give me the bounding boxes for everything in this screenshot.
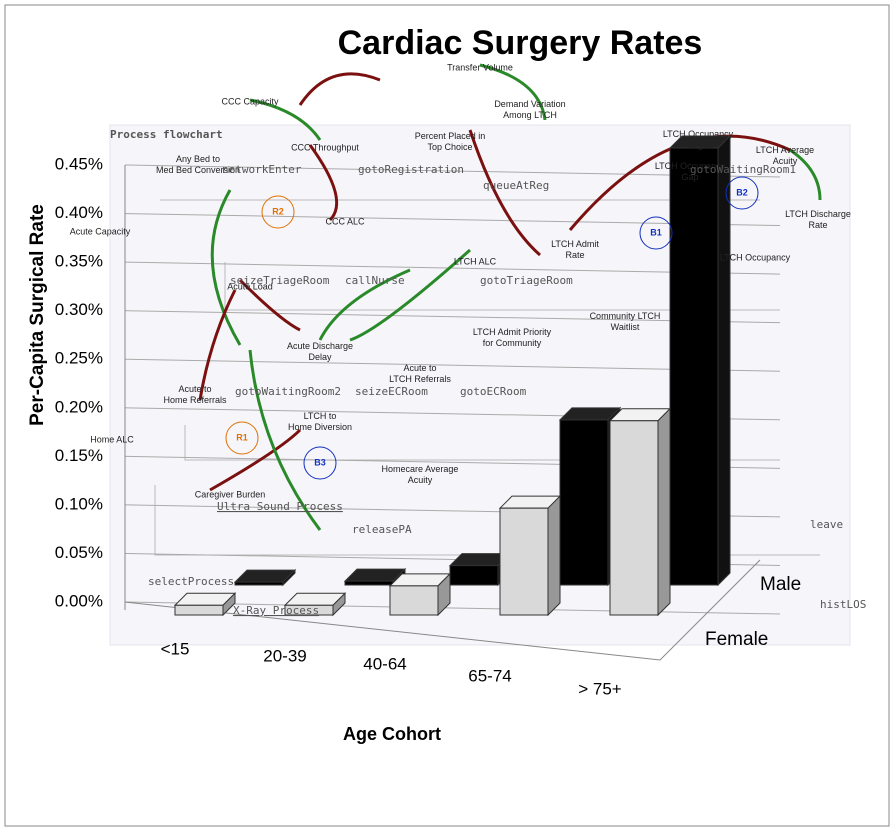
diagram-label-line: Percent Placed in	[415, 131, 486, 141]
x-tick-label: 40-64	[363, 654, 406, 673]
loop-label: B3	[314, 457, 326, 467]
y-tick-label: 0.25%	[55, 349, 103, 368]
legend-label: Male	[760, 574, 801, 595]
bar-front	[345, 581, 393, 585]
loop-label: R1	[236, 432, 248, 442]
diagram-label-line: LTCH to	[304, 411, 337, 421]
bar	[175, 593, 235, 615]
diagram-label-line: LTCH Admit	[551, 239, 599, 249]
flowchart-label: releasePA	[352, 523, 412, 536]
bar-side	[548, 496, 560, 615]
x-tick-label: 65-74	[468, 666, 511, 685]
bar-side	[658, 409, 670, 615]
diagram-label-line: Delay	[308, 352, 332, 362]
diagram-label-line: Acuity	[408, 475, 433, 485]
flowchart-label: selectProcess	[148, 575, 234, 588]
diagram-label: CCC ALC	[325, 216, 365, 226]
diagram-label-line: Top Choice	[427, 142, 472, 152]
flowchart-label: gotoWaitingRoom2	[235, 385, 341, 398]
flowchart-label: networkEnter	[222, 163, 302, 176]
y-tick-label: 0.20%	[55, 397, 103, 416]
bar-front	[235, 582, 283, 585]
diagram-label: LTCH ALC	[454, 256, 497, 266]
diagram-label: Caregiver Burden	[195, 489, 266, 499]
diagram-label-line: Among LTCH	[503, 110, 557, 120]
diagram-label-line: Home Referrals	[163, 395, 227, 405]
diagram-label: CCC Throughput	[291, 142, 359, 152]
flowchart-label: seizeECRoom	[355, 385, 428, 398]
bar	[500, 496, 560, 615]
bar	[670, 136, 730, 585]
diagram-label-line: LTCH Occupancy	[663, 129, 734, 139]
diagram-label: Acute Capacity	[70, 226, 131, 236]
diagram-label: Demand VariationAmong LTCH	[494, 99, 565, 120]
bar-front	[670, 148, 718, 585]
diagram-label-line: LTCH Discharge	[785, 209, 851, 219]
flowchart-label: gotoTriageRoom	[480, 274, 573, 287]
y-tick-label: 0.45%	[55, 154, 103, 173]
y-tick-label: 0.15%	[55, 446, 103, 465]
diagram-label-line: Demand Variation	[494, 99, 565, 109]
bar-front	[560, 420, 608, 585]
x-tick-label: <15	[161, 639, 190, 658]
diagram-label-line: LTCH Admit Priority	[473, 327, 552, 337]
flowchart-label: leave	[810, 518, 843, 531]
bar-front	[175, 605, 223, 615]
flowchart-label: queueAtReg	[483, 179, 549, 192]
y-tick-label: 0.10%	[55, 494, 103, 513]
diagram-label: LTCH Occupancy	[720, 252, 791, 262]
flowchart-label: Process flowchart	[110, 128, 223, 141]
flowchart-label: X-Ray Process	[233, 604, 319, 617]
x-axis-label: Age Cohort	[343, 724, 441, 744]
y-tick-label: 0.00%	[55, 591, 103, 610]
bar-front	[450, 566, 498, 585]
flowchart-label: gotoRegistration	[358, 163, 464, 176]
diagram-label-line: Waitlist	[611, 322, 640, 332]
bar-front	[610, 421, 658, 615]
diagram-label-line: Acute Discharge	[287, 341, 353, 351]
bar	[610, 409, 670, 615]
loop-label: B1	[650, 227, 662, 237]
flowchart-label: seizeTriageRoom	[230, 274, 330, 287]
diagram-label-line: Community LTCH	[590, 311, 661, 321]
page: {"chart_data": {"type": "bar3d", "title"…	[0, 0, 895, 832]
flowchart-label: Ultra Sound Process	[217, 500, 343, 513]
y-tick-label: 0.40%	[55, 203, 103, 222]
bar-front	[500, 508, 548, 615]
flowchart-label: gotoECRoom	[460, 385, 527, 398]
y-tick-label: 0.35%	[55, 252, 103, 271]
diagram-label: Home ALC	[90, 434, 134, 444]
diagram-label-line: Acute to	[178, 384, 211, 394]
chart-title: Cardiac Surgery Rates	[338, 24, 703, 62]
diagram-label-line: Homecare Average	[382, 464, 459, 474]
flowchart-label: callNurse	[345, 274, 405, 287]
flowchart-label: histLOS	[820, 598, 866, 611]
chart: Cardiac Surgery Rates Per-Capita Surgica…	[0, 0, 895, 832]
x-tick-label: 20-39	[263, 646, 306, 665]
diagram-label-line: Acute to	[403, 363, 436, 373]
y-tick-label: 0.30%	[55, 300, 103, 319]
flowchart-label: gotoWaitingRoom1	[690, 163, 796, 176]
y-axis-label: Per-Capita Surgical Rate	[27, 204, 48, 426]
y-tick-label: 0.05%	[55, 543, 103, 562]
bar-side	[718, 136, 730, 585]
diagram-label: CCC Capacity	[221, 96, 279, 106]
diagram-label-line: Rate	[565, 250, 584, 260]
bar-front	[390, 586, 438, 615]
legend-label: Female	[705, 629, 768, 650]
diagram-label-line: Rate	[808, 220, 827, 230]
diagram-label-line: Target	[685, 140, 711, 150]
diagram-label-line: for Community	[483, 338, 542, 348]
loop-label: B2	[736, 187, 748, 197]
diagram-label-line: LTCH Referrals	[389, 374, 451, 384]
bar	[390, 574, 450, 615]
diagram-label-line: LTCH Average	[756, 145, 814, 155]
diagram-label-line: Home Diversion	[288, 422, 352, 432]
x-tick-label: > 75+	[578, 679, 622, 698]
diagram-label-line: Any Bed to	[176, 154, 220, 164]
diagram-label: Transfer Volume	[447, 62, 513, 72]
loop-label: R2	[272, 206, 284, 216]
